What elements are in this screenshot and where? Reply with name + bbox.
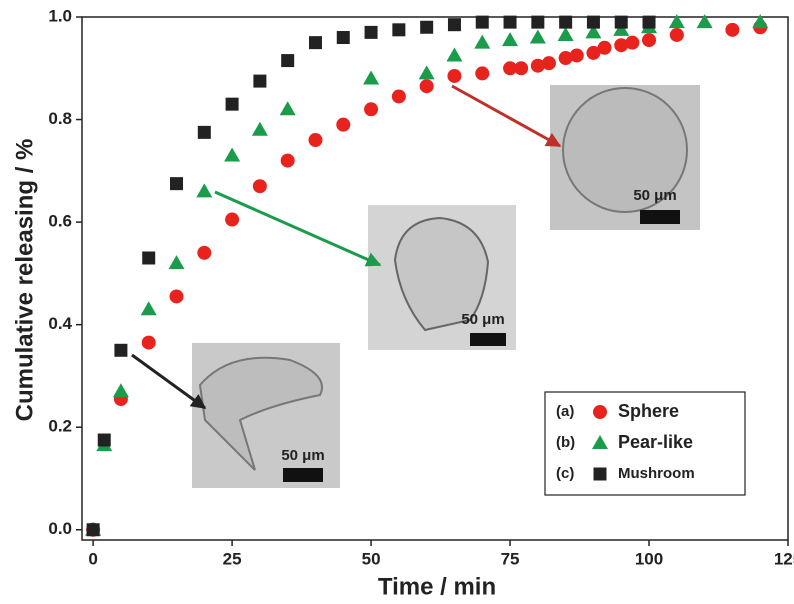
y-tick-label: 1.0 [48, 6, 72, 25]
legend-tag: (a) [556, 403, 574, 420]
point [559, 16, 572, 29]
y-tick-label: 0.8 [48, 109, 72, 128]
point [725, 23, 739, 37]
point [625, 36, 639, 50]
point [570, 48, 584, 62]
point [420, 21, 433, 34]
point [446, 47, 462, 61]
point [615, 16, 628, 29]
point [670, 28, 684, 42]
point [392, 23, 405, 36]
y-axis-label: Cumulative releasing / % [11, 139, 38, 422]
point [98, 434, 111, 447]
y-tick-label: 0.0 [48, 519, 72, 538]
point [392, 89, 406, 103]
point [531, 16, 544, 29]
point [253, 75, 266, 88]
scale-label: 50 μm [281, 447, 324, 464]
point [587, 16, 600, 29]
point [308, 133, 322, 147]
point [281, 54, 294, 67]
point [281, 154, 295, 168]
x-tick-label: 125 [774, 549, 794, 568]
point [309, 36, 322, 49]
scale-label: 50 μm [461, 311, 504, 328]
point [364, 102, 378, 116]
point [169, 255, 185, 269]
point [642, 33, 656, 47]
point [253, 179, 267, 193]
scale-label: 50 μm [633, 187, 676, 204]
point [141, 301, 157, 315]
legend-label: Pear-like [618, 432, 693, 452]
legend: (a) Sphere (b) Pear-like (c) Mushroom [545, 392, 745, 495]
point [474, 35, 490, 49]
arrow [215, 192, 380, 265]
x-axis-label: Time / min [378, 573, 496, 600]
x-tick-label: 100 [635, 549, 663, 568]
y-tick-label: 0.6 [48, 212, 72, 231]
point [142, 251, 155, 264]
point [337, 31, 350, 44]
y-tick-label: 0.4 [48, 314, 72, 333]
point [593, 405, 607, 419]
point [196, 183, 212, 197]
y-tick-label: 0.2 [48, 417, 72, 436]
point [365, 26, 378, 39]
chart: 50 μm 50 μm 50 μm Time / min Cumulative … [0, 0, 794, 604]
scale-bar [470, 333, 506, 346]
point [114, 344, 127, 357]
point [598, 41, 612, 55]
point [669, 14, 685, 28]
point [558, 27, 574, 41]
point [252, 122, 268, 136]
point [530, 30, 546, 44]
point [198, 126, 211, 139]
point [170, 289, 184, 303]
legend-tag: (c) [556, 465, 574, 482]
point [197, 246, 211, 260]
point [113, 383, 129, 397]
x-tick-label: 25 [223, 549, 242, 568]
point [752, 14, 768, 28]
x-tick-label: 0 [88, 549, 97, 568]
scale-bar [640, 210, 680, 224]
x-tick-label: 75 [501, 549, 520, 568]
point [224, 147, 240, 161]
point [643, 16, 656, 29]
point [502, 32, 518, 46]
point [363, 71, 379, 85]
point [542, 56, 556, 70]
point [225, 213, 239, 227]
point [419, 65, 435, 79]
point [87, 523, 100, 536]
point [170, 177, 183, 190]
legend-label: Mushroom [618, 465, 695, 482]
point [280, 101, 296, 115]
point [142, 336, 156, 350]
point [514, 61, 528, 75]
point [594, 468, 607, 481]
point [475, 66, 489, 80]
scale-bar [283, 468, 323, 482]
point [448, 18, 461, 31]
point [504, 16, 517, 29]
x-tick-label: 50 [362, 549, 381, 568]
point [447, 69, 461, 83]
legend-tag: (b) [556, 434, 575, 451]
point [697, 14, 713, 28]
point [336, 118, 350, 132]
legend-label: Sphere [618, 401, 679, 421]
point [226, 98, 239, 111]
arrow [452, 86, 560, 146]
point [476, 16, 489, 29]
point [420, 79, 434, 93]
